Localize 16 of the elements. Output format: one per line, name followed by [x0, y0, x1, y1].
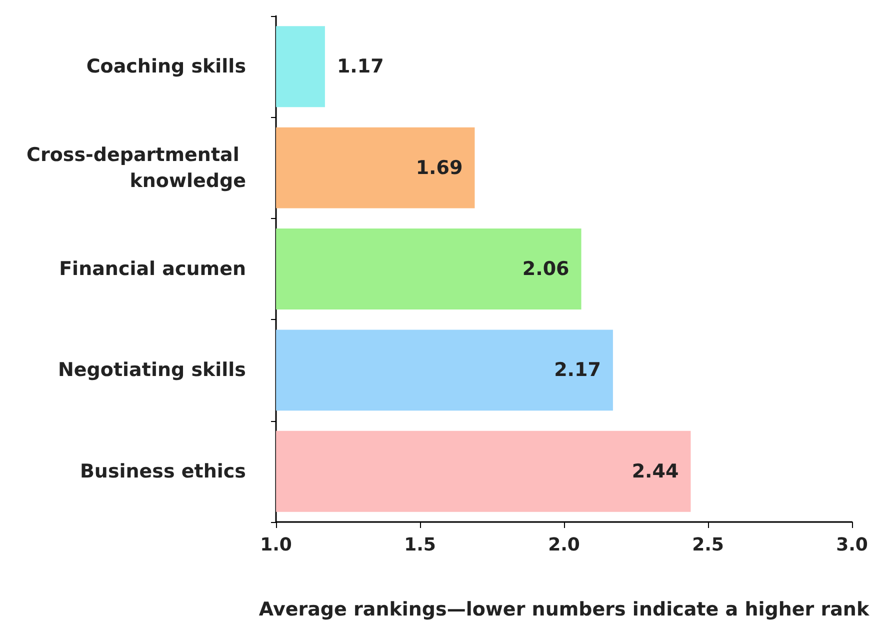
y-tick-label: Cross-departmental knowledge	[26, 144, 246, 192]
y-tick-label: Business ethics	[80, 460, 246, 482]
x-tick-label: 3.0	[836, 534, 868, 556]
x-tick-label: 2.5	[692, 534, 724, 556]
x-tick-label: 1.0	[260, 534, 292, 556]
y-tick-label: Coaching skills	[86, 56, 246, 78]
data-label: 2.06	[522, 258, 570, 280]
x-tick-label: 1.5	[404, 534, 436, 556]
data-label: 2.44	[632, 460, 679, 482]
y-tick-label: Negotiating skills	[58, 359, 246, 382]
data-label: 2.17	[554, 359, 601, 382]
x-tick-label: 2.0	[548, 534, 580, 556]
data-label: 1.17	[336, 56, 384, 78]
y-tick-label: Financial acumen	[59, 258, 246, 280]
x-axis-title: Average rankings—lower numbers indicate a higher rank	[258, 598, 870, 620]
data-label: 1.69	[416, 156, 463, 179]
